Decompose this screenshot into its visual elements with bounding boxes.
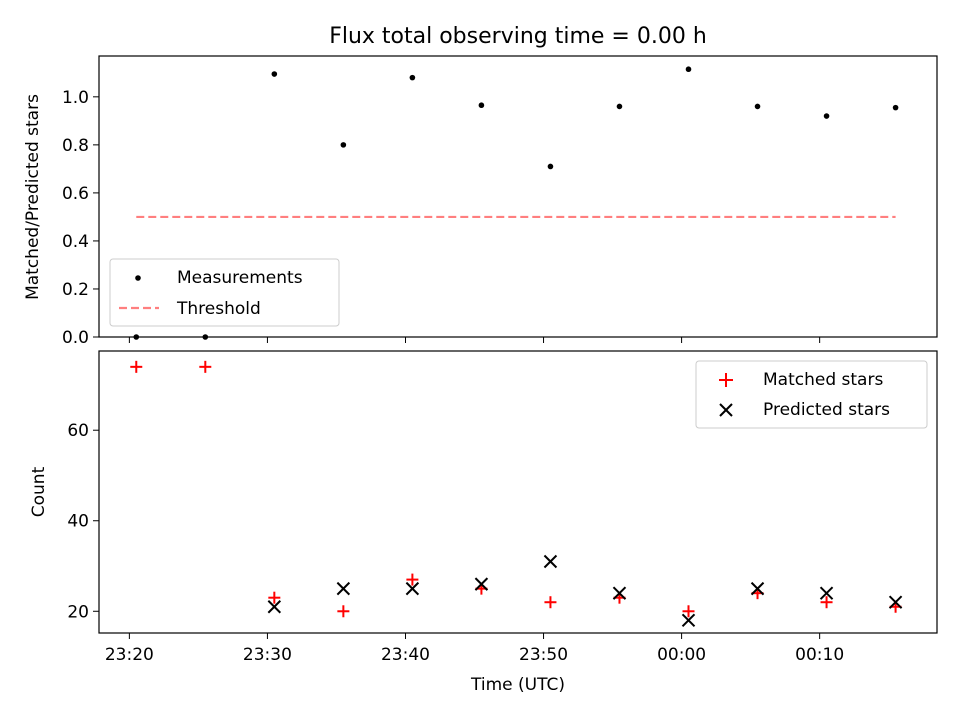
measurement-point bbox=[133, 334, 140, 340]
x-tick-label: 23:50 bbox=[519, 645, 568, 665]
predicted-star-point bbox=[474, 577, 489, 591]
top-y-axis-label: Matched/Predicted stars bbox=[23, 94, 43, 300]
measurement-point bbox=[754, 103, 761, 110]
matched-star-point bbox=[130, 360, 143, 373]
legend-predicted-marker bbox=[719, 403, 733, 417]
measurement-point bbox=[685, 66, 692, 73]
matched-star-point bbox=[820, 596, 833, 609]
predicted-star-point bbox=[612, 586, 627, 600]
top-y-tick-label: 0.8 bbox=[62, 136, 89, 156]
bottom-y-ticks: 20 40 60 bbox=[67, 421, 99, 622]
x-axis-label: Time (UTC) bbox=[470, 675, 565, 695]
x-tick-label: 00:00 bbox=[657, 645, 706, 665]
matched-star-point bbox=[406, 573, 419, 586]
bottom-panel: 20 40 60 23:20 23:30 23:40 23:50 00:00 00:10 Co… bbox=[29, 350, 938, 695]
legend-measurements-marker bbox=[135, 275, 141, 281]
top-y-tick-label: 0.4 bbox=[62, 232, 89, 252]
bottom-y-axis-label: Count bbox=[29, 466, 49, 517]
measurement-point bbox=[409, 74, 416, 81]
matched-star-point bbox=[337, 605, 350, 618]
predicted-star-point bbox=[336, 581, 351, 596]
predicted-star-point bbox=[750, 581, 765, 596]
legend-matched-label: Matched stars bbox=[763, 370, 883, 390]
matched-star-point bbox=[682, 605, 695, 618]
top-x-ticks bbox=[128, 337, 821, 343]
top-legend-box bbox=[109, 258, 340, 327]
bottom-x-ticks: 23:20 23:30 23:40 23:50 00:00 00:10 bbox=[105, 633, 844, 665]
top-axes-frame bbox=[98, 55, 938, 338]
bottom-y-tick-label: 40 bbox=[67, 512, 89, 532]
predicted-star-point bbox=[819, 586, 834, 600]
x-tick-label: 00:10 bbox=[795, 645, 844, 665]
predicted-star-point bbox=[543, 554, 558, 569]
top-y-tick-label: 0.2 bbox=[62, 280, 89, 300]
bottom-y-tick-label: 20 bbox=[67, 602, 89, 622]
measurement-point bbox=[202, 334, 209, 340]
matched-star-point bbox=[544, 596, 557, 609]
measurement-point bbox=[616, 103, 623, 110]
measurement-point bbox=[478, 102, 485, 109]
top-y-ticks: 0.0 0.2 0.4 0.6 0.8 1.0 bbox=[62, 88, 99, 348]
top-panel: 0.0 0.2 0.4 0.6 0.8 1.0 Matched/Predicted sta… bbox=[23, 55, 938, 348]
legend-predicted-label: Predicted stars bbox=[763, 400, 890, 420]
bottom-axes-frame bbox=[98, 350, 938, 634]
matched-star-point bbox=[268, 591, 281, 604]
measurement-point bbox=[547, 163, 554, 170]
predicted-star-point bbox=[888, 595, 903, 609]
bottom-legend: Matched stars Predicted stars bbox=[695, 360, 928, 429]
measurement-point bbox=[892, 104, 899, 111]
bottom-plot-marks bbox=[130, 360, 903, 628]
measurement-point bbox=[823, 113, 830, 119]
matched-star-point bbox=[199, 360, 212, 373]
top-legend: Measurements Threshold bbox=[109, 258, 340, 327]
top-y-tick-label: 0.6 bbox=[62, 184, 89, 204]
top-y-tick-label: 1.0 bbox=[62, 88, 89, 108]
bottom-y-tick-label: 60 bbox=[67, 421, 89, 441]
legend-matched-marker bbox=[719, 373, 733, 387]
legend-threshold-label: Threshold bbox=[176, 299, 261, 319]
top-plot-marks bbox=[133, 66, 899, 340]
x-tick-label: 23:40 bbox=[381, 645, 430, 665]
top-y-tick-label: 0.0 bbox=[62, 328, 89, 348]
measurement-point bbox=[340, 142, 347, 148]
legend-measurements-label: Measurements bbox=[177, 268, 303, 288]
chart-title: Flux total observing time = 0.00 h bbox=[329, 24, 707, 49]
predicted-star-point bbox=[267, 600, 282, 614]
measurement-point bbox=[271, 71, 278, 77]
bottom-legend-box bbox=[695, 360, 928, 429]
predicted-star-point bbox=[405, 581, 420, 596]
predicted-star-point bbox=[681, 613, 696, 628]
x-tick-label: 23:20 bbox=[105, 645, 154, 665]
x-tick-label: 23:30 bbox=[243, 645, 292, 665]
